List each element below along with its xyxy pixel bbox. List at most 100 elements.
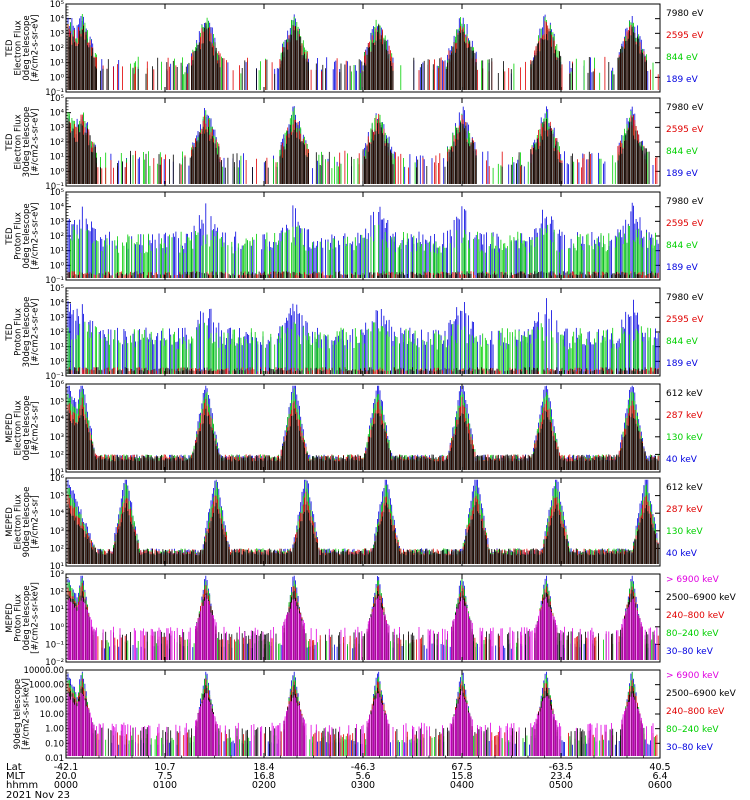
- y-tick-label: 10¹: [50, 59, 64, 69]
- y-tick-label: 10²: [50, 450, 64, 460]
- y-tick-label: 10¹: [50, 247, 64, 257]
- y-axis-label-line: [#/cm2-s-sr-eV]: [31, 202, 41, 269]
- y-tick-label: 10⁴: [50, 509, 65, 519]
- legend-entry: 612 keV: [666, 483, 703, 493]
- x-tick-label-lat: -63.5: [549, 762, 574, 773]
- x-tick-label-lat: -46.3: [351, 762, 376, 773]
- x-tick-label-hhmm: 0600: [648, 780, 672, 791]
- y-tick-label: 10⁴: [50, 109, 65, 119]
- legend-entry: 189 eV: [666, 169, 699, 179]
- x-tick-label-mlt: 15.8: [451, 771, 472, 782]
- y-tick-label: 10²: [50, 138, 64, 148]
- flux-trace: [67, 672, 655, 756]
- y-tick-label: 10⁰: [50, 167, 65, 177]
- y-axis-label-line: [#/cm2-s-sr]: [31, 401, 41, 454]
- y-axis-label-line: [#/cm2-s-sr-eV]: [31, 298, 41, 365]
- legend-entry: 2500–6900 keV: [666, 593, 737, 603]
- legend-entry: 80–240 keV: [666, 629, 719, 639]
- legend-entry: 30–80 keV: [666, 647, 714, 657]
- y-axis-label-line: MEPED: [5, 603, 15, 633]
- x-tick-label-lat: 40.5: [649, 762, 670, 773]
- legend-entry: 40 keV: [666, 549, 698, 559]
- flux-trace: [67, 408, 659, 470]
- y-tick-label: 10.00: [40, 710, 64, 720]
- y-tick-label: 10000.00: [23, 666, 64, 676]
- y-axis-label-line: 0deg telescope: [22, 585, 32, 650]
- y-tick-label: 10⁶: [50, 380, 65, 390]
- flux-trace: [67, 684, 645, 756]
- legend-entry: > 6900 keV: [666, 575, 720, 585]
- flux-traces: [67, 671, 658, 756]
- y-tick-label: 10⁵: [50, 188, 64, 198]
- y-axis-label-line: TED: [5, 39, 15, 58]
- y-tick-label: 10¹: [50, 468, 64, 478]
- y-tick-label: 10⁵: [50, 398, 64, 408]
- legend-entry: 7980 eV: [666, 9, 704, 19]
- legend-entry: 287 keV: [666, 505, 703, 515]
- legend-entry: 2595 eV: [666, 31, 704, 41]
- y-axis-label-line: MEPED: [5, 413, 15, 443]
- legend-entry: 844 eV: [666, 241, 699, 251]
- legend-entry: 2595 eV: [666, 219, 704, 229]
- y-tick-label: 10⁰: [50, 357, 65, 367]
- y-axis-label-line: Electron Flux: [14, 494, 24, 549]
- y-tick-label: 10²: [50, 328, 64, 338]
- y-tick-label: 10¹: [50, 343, 64, 353]
- y-axis-label-line: Electron Flux: [14, 114, 24, 169]
- flux-traces: [67, 298, 659, 374]
- legend-entry: 612 keV: [666, 389, 703, 399]
- legend-entry: 40 keV: [666, 455, 698, 465]
- flux-trace: [70, 224, 656, 278]
- y-tick-label: 10⁰: [50, 623, 65, 633]
- y-axis-label-line: TED: [5, 227, 15, 246]
- y-tick-label: 10⁻¹: [45, 182, 64, 192]
- y-axis-label-line: [#/cm2-s-sr-keV]: [31, 582, 41, 654]
- y-tick-label: 10³: [50, 313, 64, 323]
- y-tick-label: 10¹: [50, 562, 64, 572]
- flux-traces: [67, 14, 659, 90]
- y-tick-label: 10⁵: [50, 94, 64, 104]
- flux-trace: [67, 321, 655, 374]
- y-tick-label: 10²: [50, 232, 64, 242]
- y-tick-label: 0.01: [45, 754, 64, 764]
- legend-entry: 189 eV: [666, 263, 699, 273]
- flux-trace: [67, 14, 654, 90]
- x-tick-label-hhmm: 0200: [252, 780, 276, 791]
- legend-entry: 130 keV: [666, 433, 703, 443]
- y-axis-label-line: MEPED: [5, 507, 15, 537]
- x-tick-label-mlt: 16.8: [253, 771, 274, 782]
- legend-entry: 30–80 keV: [666, 743, 714, 753]
- y-tick-label: 10²: [50, 44, 64, 54]
- y-tick-label: 0.10: [45, 739, 64, 749]
- y-tick-label: 10³: [50, 570, 64, 580]
- y-tick-label: 10³: [50, 123, 64, 133]
- y-axis-label-line: 30deg telescope: [22, 107, 32, 178]
- y-tick-label: 1000.00: [29, 681, 64, 691]
- y-axis-label-line: TED: [5, 323, 15, 342]
- y-tick-label: 10²: [50, 588, 64, 598]
- x-tick-label-hhmm: 0400: [450, 780, 474, 791]
- x-tick-label-mlt: 20.0: [55, 771, 76, 782]
- flux-trace: [67, 22, 647, 90]
- y-tick-label: 10⁵: [50, 284, 64, 294]
- x-tick-label-mlt: 5.6: [355, 771, 370, 782]
- x-tick-label-hhmm: 0100: [153, 780, 177, 791]
- y-axis-label-line: [#/cm2-s-sr-eV]: [31, 108, 41, 175]
- legend-entry: > 6900 keV: [666, 671, 720, 681]
- y-axis-label-line: [#/cm2-s-sr-keV]: [22, 678, 32, 750]
- y-tick-label: 1.00: [45, 725, 64, 735]
- y-tick-label: 10⁵: [50, 492, 64, 502]
- legend-entry: 240–800 keV: [666, 611, 725, 621]
- flux-trace: [67, 106, 654, 184]
- y-axis-label-line: Proton Flux: [14, 594, 24, 642]
- y-tick-label: 10⁻¹: [45, 640, 64, 650]
- y-axis-label-line: Proton Flux: [14, 308, 24, 356]
- legend-entry: 189 eV: [666, 75, 699, 85]
- legend-entry: 287 keV: [666, 411, 703, 421]
- y-tick-label: 10³: [50, 29, 64, 39]
- y-axis-label-line: 30deg telescope: [22, 297, 32, 368]
- flux-trace: [67, 271, 658, 278]
